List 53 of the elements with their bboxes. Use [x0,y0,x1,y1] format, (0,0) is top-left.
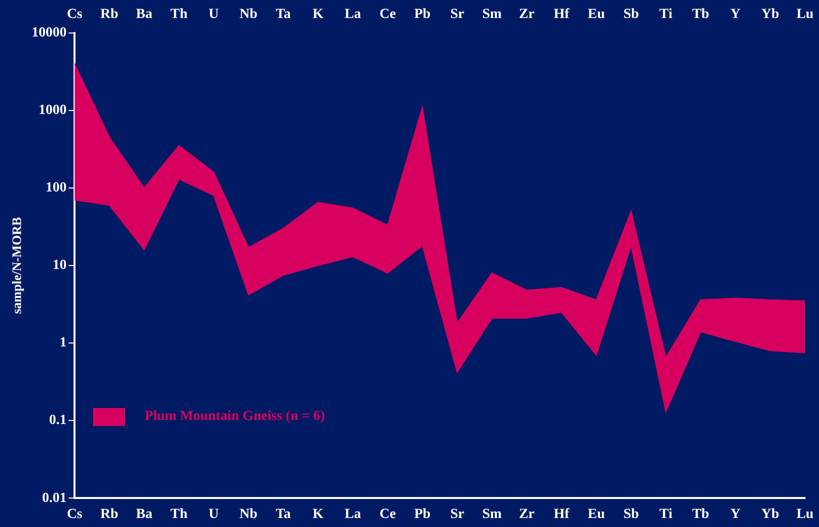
x-tick-label: Ba [136,507,152,522]
legend-label: Plum Mountain Gneiss (n = 6) [144,409,325,426]
x-tick-label: La [344,507,362,522]
category-label: Pb [414,7,431,22]
y-tick-label: 100 [46,180,67,196]
x-tick-label: Th [170,507,188,522]
x-tick-label: Cs [66,507,83,522]
category-label: Nb [240,7,258,22]
x-tick-label: Ta [276,507,291,522]
category-label: La [344,7,362,22]
x-tick-label: Zr [518,507,535,522]
x-tick-label: Nb [240,507,258,522]
category-label: Yb [761,7,780,22]
x-tick-label: Yb [761,507,780,522]
category-label: Tb [692,7,710,22]
y-tick-label: 0.1 [49,413,67,428]
x-tick-label: K [312,507,324,522]
x-tick-label: Eu [588,507,606,522]
category-label: Ti [659,7,672,22]
category-label: Hf [554,7,570,22]
x-tick-label: Ce [379,507,396,522]
x-tick-label: Sb [623,507,640,522]
category-label: Ce [379,7,396,22]
category-label: Y [730,7,740,22]
y-tick-label: 0.01 [42,490,67,506]
y-tick-label: 1000 [38,102,67,118]
category-label: Ba [136,7,152,22]
category-label: Eu [588,7,605,22]
x-tick-label: Lu [796,507,814,522]
category-label: Sb [623,7,639,22]
x-tick-label: Rb [100,507,119,522]
y-tick-label: 1 [60,336,67,351]
x-tick-label: Sm [482,507,502,522]
category-label: Lu [796,7,814,22]
category-label: Rb [100,7,118,22]
x-tick-label: Hf [554,507,570,522]
x-tick-label: Sr [450,507,464,522]
x-tick-label: Pb [414,507,431,522]
category-label: Zr [518,7,535,22]
x-tick-label: Tb [692,507,710,522]
y-tick-label: 10 [52,258,67,274]
y-tick-label: 10000 [32,25,67,40]
category-label: Th [170,7,188,22]
category-label: Ta [276,7,291,22]
x-tick-label: Ti [659,507,672,522]
category-label: K [312,7,324,22]
y-axis-title: sample/N-MORB [9,216,24,314]
category-label: Sm [482,7,502,22]
category-label: U [208,7,219,22]
category-label: Sr [450,7,464,22]
x-tick-label: U [208,507,219,522]
x-tick-label: Y [730,507,740,522]
category-label: Cs [66,7,82,22]
